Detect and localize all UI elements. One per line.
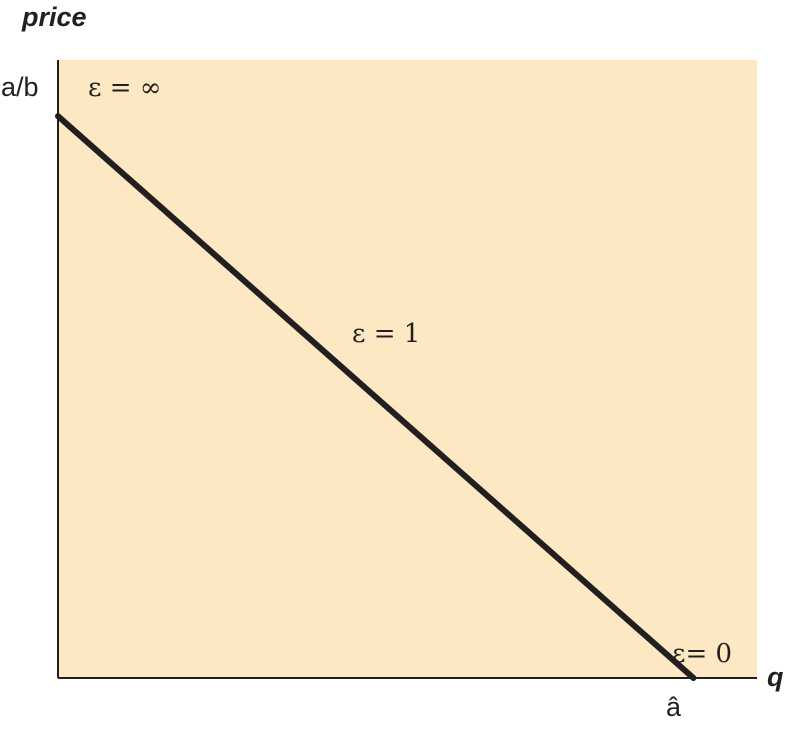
y-axis-title: price bbox=[22, 2, 87, 32]
elasticity-zero-annotation: ε= 0 bbox=[672, 639, 733, 669]
demand-curve bbox=[55, 113, 697, 681]
y-tick-label: a/b bbox=[1, 72, 39, 102]
elasticity-infinite-annotation: ε = ∞ bbox=[88, 73, 162, 103]
elasticity-one-annotation: ε = 1 bbox=[352, 319, 421, 349]
x-axis-title: q bbox=[767, 662, 784, 692]
plot-area bbox=[58, 60, 757, 678]
x-tick-label: â bbox=[666, 692, 682, 722]
